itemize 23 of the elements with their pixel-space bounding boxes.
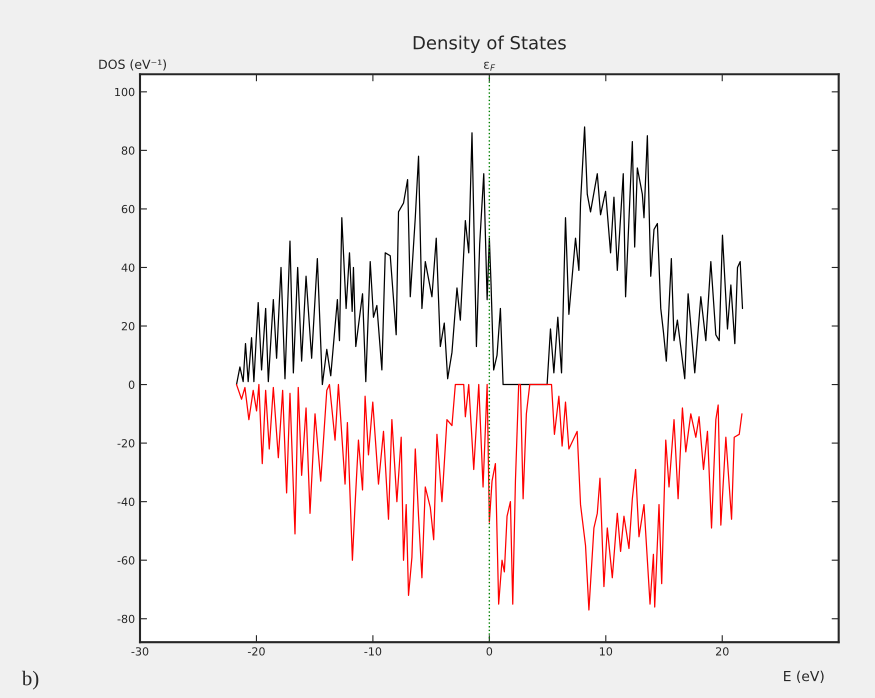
- line-series: [236, 126, 744, 386]
- text: b): [22, 670, 38, 690]
- x-tick-label: -30: [131, 647, 148, 656]
- x-axis-title: E (eV): [784, 670, 824, 683]
- y-tick-label: 40: [122, 263, 134, 272]
- x-tick-label: -10: [364, 647, 382, 656]
- y-tick-label: 60: [122, 204, 134, 214]
- y-tick-label: 80: [122, 146, 134, 155]
- y-axis-title: DOS (eV⁻¹): [99, 59, 166, 70]
- x-tick-label: 0: [486, 647, 492, 656]
- ref-line-label: ε$_{F}$: [484, 62, 496, 71]
- x-tick-label: 10: [600, 647, 612, 656]
- line-series: [236, 384, 743, 611]
- y-tick-label: -20: [118, 439, 134, 448]
- y-tick-label: -80: [118, 614, 134, 624]
- y-tick-label: -40: [118, 498, 134, 506]
- y-tick-label: 100: [115, 88, 134, 96]
- chart-title: Density of States: [414, 36, 566, 54]
- x-tick-label: 20: [716, 647, 729, 656]
- x-tick-label: -20: [248, 647, 265, 656]
- y-tick-label: -60: [118, 556, 134, 565]
- y-tick-label: 0: [128, 380, 134, 389]
- y-tick-label: 20: [122, 322, 134, 330]
